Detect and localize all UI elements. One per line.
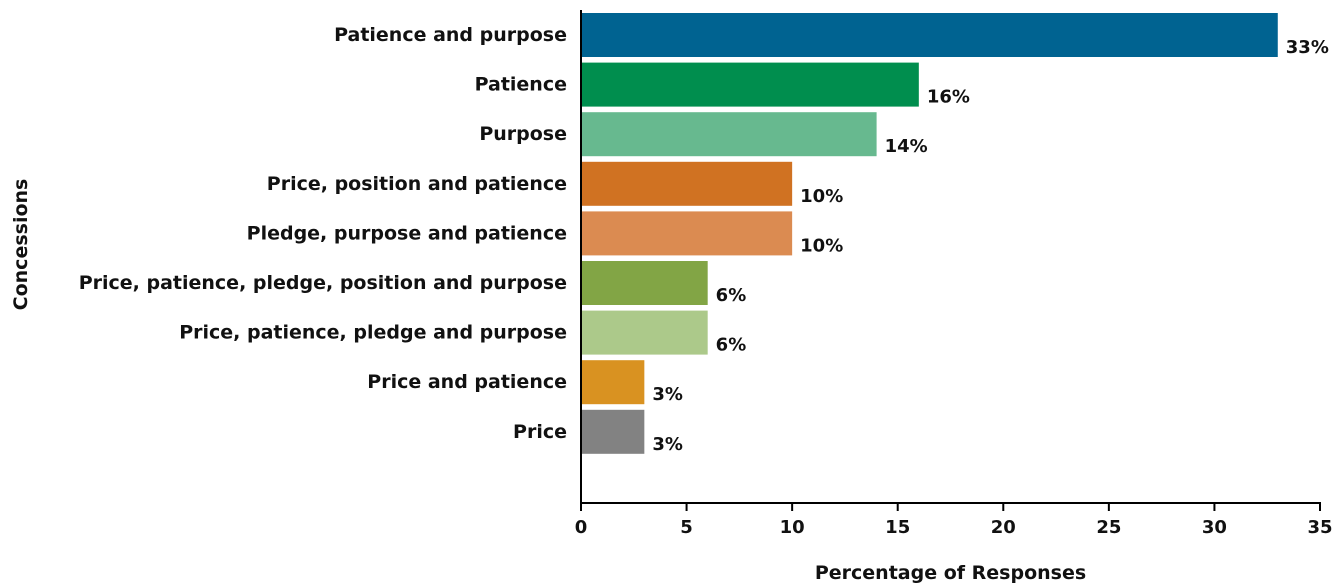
x-tick-label: 20 <box>991 517 1016 538</box>
category-label: Pledge, purpose and patience <box>247 222 567 244</box>
labels-layer: Patience and purpose 33% Patience 16% Purpos… <box>79 24 1329 455</box>
value-label: 16% <box>927 87 970 108</box>
bar <box>581 310 708 355</box>
bar <box>581 161 793 206</box>
x-tick-label: 0 <box>575 517 588 538</box>
category-label: Price, patience, pledge and purpose <box>179 322 567 344</box>
value-label: 3% <box>652 434 683 455</box>
value-label: 6% <box>716 335 747 356</box>
category-label: Price, position and patience <box>267 173 567 195</box>
axes-layer <box>580 10 1321 504</box>
x-tick-label: 10 <box>780 517 805 538</box>
category-label: Price and patience <box>367 371 567 393</box>
value-label: 10% <box>800 186 843 207</box>
x-tick-label: 35 <box>1307 517 1332 538</box>
y-axis-title: Concessions <box>10 179 32 311</box>
x-tick-label: 5 <box>680 517 693 538</box>
x-tick-label: 15 <box>885 517 910 538</box>
category-label: Price, patience, pledge, position and pu… <box>79 272 567 294</box>
value-label: 6% <box>716 285 747 306</box>
category-label: Price <box>513 421 567 443</box>
value-label: 3% <box>652 384 683 405</box>
value-label: 10% <box>800 235 843 256</box>
bar <box>581 62 919 107</box>
bar <box>581 13 1278 57</box>
bars-layer <box>581 13 1278 454</box>
x-axis-title: Percentage of Responses <box>815 562 1086 584</box>
x-tick-label: 25 <box>1096 517 1121 538</box>
value-label: 33% <box>1286 37 1329 58</box>
x-tick-label: 30 <box>1202 517 1227 538</box>
bar <box>581 211 793 256</box>
bar <box>581 112 877 157</box>
x-ticks-layer: 0 5 10 15 20 25 30 35 <box>575 503 1333 538</box>
bar <box>581 360 645 405</box>
bar <box>581 261 708 305</box>
category-label: Purpose <box>479 123 567 145</box>
value-label: 14% <box>885 136 928 157</box>
bar <box>581 409 645 454</box>
category-label: Patience <box>475 74 567 96</box>
category-label: Patience and purpose <box>334 24 567 46</box>
